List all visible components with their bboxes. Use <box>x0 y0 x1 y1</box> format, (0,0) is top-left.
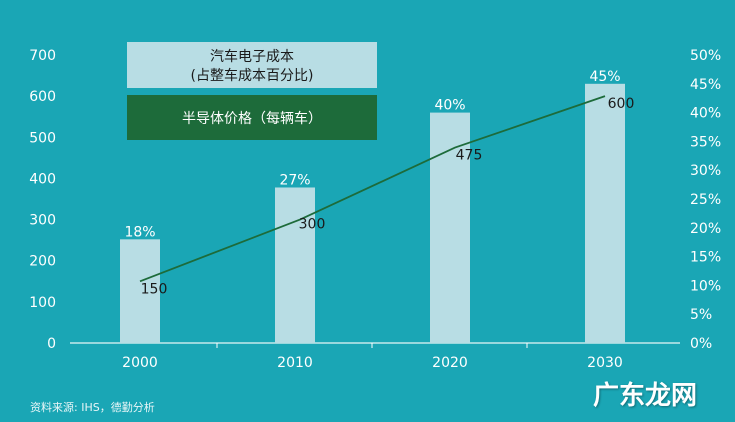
x-axis-tick-label: 2020 <box>432 355 468 371</box>
watermark-logo: 广东龙网 <box>592 381 697 411</box>
legend: 汽车电子成本 (占整车成本百分比) 半导体价格（每辆车） <box>127 42 377 140</box>
right-axis-tick-label: 35% <box>690 134 721 150</box>
left-axis-tick-label: 0 <box>47 336 56 352</box>
legend-bar-label-line2: (占整车成本百分比) <box>191 67 314 84</box>
source-note: 资料来源: IHS，德勤分析 <box>30 401 155 414</box>
line-series: 150 300 475 600 <box>139 95 635 297</box>
line-data-label: 600 <box>608 96 635 112</box>
right-axis-tick-label: 20% <box>690 221 721 237</box>
left-axis-tick-label: 400 <box>29 171 56 187</box>
right-axis-tick-label: 5% <box>690 307 712 323</box>
x-axis-tick-label: 2030 <box>587 355 623 371</box>
left-axis-tick-label: 100 <box>29 295 56 311</box>
bar-data-label: 27% <box>279 172 310 188</box>
bar <box>275 187 315 343</box>
legend-bar-swatch <box>127 42 377 88</box>
left-axis-tick-label: 200 <box>29 254 56 270</box>
x-axis-tick-label: 2000 <box>122 355 158 371</box>
axes: 0 100 200 300 400 500 600 700 0% 5% 10% 15% 20% 25% 30… <box>29 48 721 371</box>
legend-bar-label-line1: 汽车电子成本 <box>210 48 294 65</box>
bar <box>585 83 625 344</box>
left-axis-tick-label: 500 <box>29 130 56 146</box>
bar <box>120 239 160 343</box>
right-axis-tick-label: 50% <box>690 48 721 64</box>
bar-data-label: 45% <box>589 69 620 85</box>
line-path <box>139 95 606 283</box>
x-axis-tick-label: 2010 <box>277 355 313 371</box>
bar-data-label: 40% <box>434 98 465 114</box>
legend-line-swatch <box>127 95 377 140</box>
legend-line-label: 半导体价格（每辆车） <box>182 110 322 127</box>
line-data-label: 300 <box>299 217 326 233</box>
line-data-label: 150 <box>141 281 168 297</box>
right-axis-tick-label: 40% <box>690 106 721 122</box>
right-axis-tick-label: 10% <box>690 278 721 294</box>
right-axis-tick-label: 0% <box>690 336 712 352</box>
bars: 18% 27% 40% 45% <box>120 69 625 344</box>
bar-data-label: 18% <box>124 224 155 240</box>
right-axis-tick-label: 45% <box>690 77 721 93</box>
right-axis-tick-label: 25% <box>690 192 721 208</box>
left-axis-tick-label: 300 <box>29 213 56 229</box>
right-axis-tick-label: 15% <box>690 250 721 266</box>
left-axis-tick-label: 700 <box>29 48 56 64</box>
left-axis-tick-label: 600 <box>29 89 56 105</box>
bar <box>430 112 470 343</box>
line-data-label: 475 <box>456 148 483 164</box>
right-axis-tick-label: 30% <box>690 163 721 179</box>
